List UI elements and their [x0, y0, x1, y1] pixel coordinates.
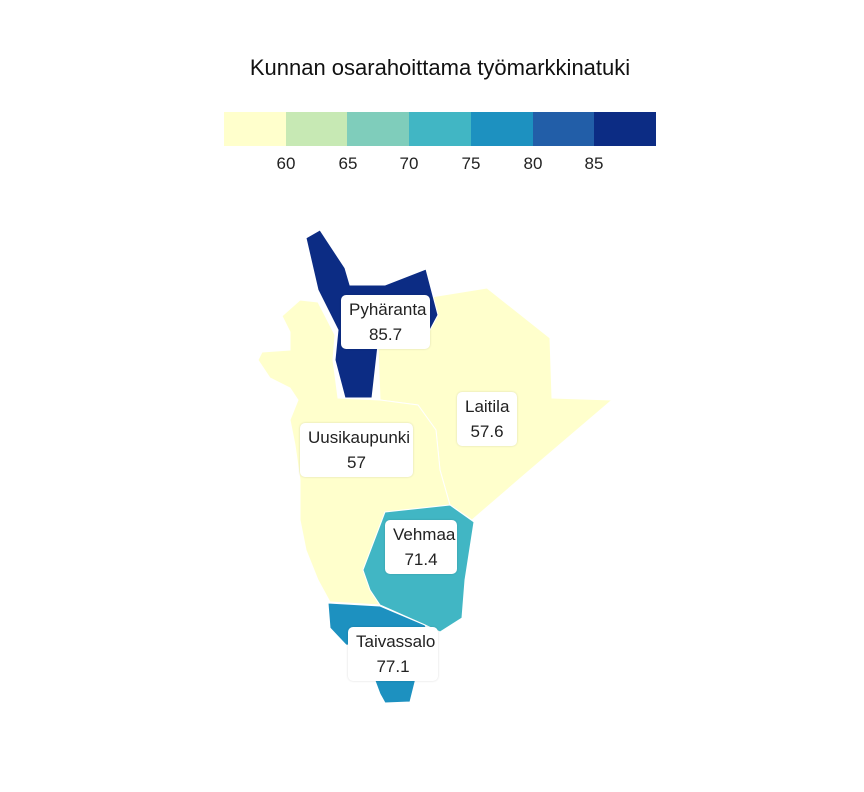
legend-swatch [285, 112, 348, 146]
municipality-name: Uusikaupunki [308, 428, 411, 447]
legend-tick: 85 [584, 154, 604, 173]
legend-swatch [409, 112, 471, 146]
label-taivassalo: Taivassalo 77.1 [348, 627, 438, 681]
municipality-name: Pyhäranta [349, 300, 427, 319]
municipality-name: Vehmaa [393, 525, 456, 544]
municipality-value: 57.6 [470, 422, 504, 441]
municipality-name: Taivassalo [356, 632, 436, 651]
legend-swatch [224, 112, 286, 146]
legend-swatch [347, 112, 410, 146]
municipality-value: 85.7 [368, 325, 403, 344]
region-taivassalo-island[interactable] [373, 677, 417, 704]
legend-ticks: 60 65 70 75 80 85 [0, 154, 864, 176]
legend-tick: 70 [399, 154, 419, 173]
label-uusikaupunki: Uusikaupunki 57 [300, 423, 413, 477]
legend-swatch [594, 112, 657, 146]
map-title: Kunnan osarahoittama työmarkkinatuki [249, 55, 631, 80]
municipality-value: 77.1 [376, 657, 410, 676]
municipality-value: 57 [347, 453, 366, 472]
legend-swatch [470, 112, 533, 146]
municipality-name: Laitila [465, 397, 510, 416]
label-pyharanta: Pyhäranta 85.7 [341, 295, 430, 349]
legend-swatch [532, 112, 595, 146]
label-vehmaa: Vehmaa 71.4 [385, 520, 457, 574]
legend-tick: 60 [276, 154, 296, 173]
legend-tick: 80 [523, 154, 543, 173]
municipality-value: 71.4 [404, 550, 438, 569]
label-laitila: Laitila 57.6 [457, 392, 517, 446]
color-legend [224, 112, 657, 146]
legend-tick: 65 [338, 154, 358, 173]
legend-tick: 75 [461, 154, 481, 173]
